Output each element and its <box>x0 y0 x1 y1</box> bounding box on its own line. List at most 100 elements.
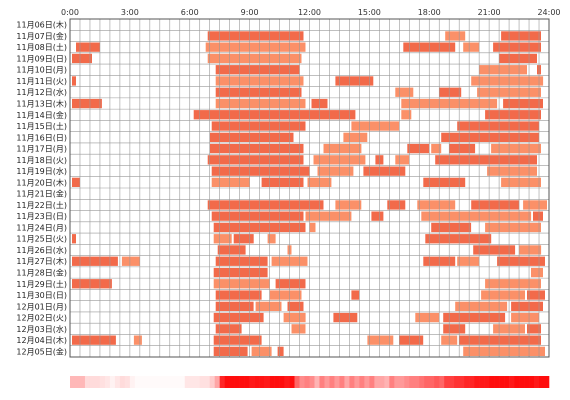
activity-bar <box>491 143 541 154</box>
activity-bar <box>343 132 368 142</box>
activity-bar <box>493 42 541 52</box>
row-label: 11月11日(火) <box>16 77 67 86</box>
density-cell <box>254 376 260 388</box>
activity-bar <box>479 65 527 75</box>
x-tick-label: 3:00 <box>121 8 139 17</box>
density-cell <box>259 376 265 388</box>
activity-bar <box>72 53 92 64</box>
chart-grid <box>69 18 550 358</box>
x-tick-label: 24:00 <box>537 8 560 17</box>
density-cell <box>294 376 300 388</box>
x-tick-label: 15:00 <box>358 8 381 17</box>
activity-bar <box>283 312 306 323</box>
activity-bar <box>215 256 268 266</box>
density-cell <box>354 376 360 388</box>
activity-bar <box>445 31 466 41</box>
activity-bar <box>309 222 316 233</box>
activity-bar <box>213 346 248 356</box>
density-cell <box>489 376 495 388</box>
activity-bar <box>213 267 268 278</box>
density-cell <box>394 376 400 388</box>
activity-bar <box>485 279 541 289</box>
activity-bar <box>209 132 294 142</box>
density-cell <box>314 376 320 388</box>
density-cell <box>364 376 370 388</box>
activity-bar <box>291 324 306 334</box>
density-cell <box>414 376 420 388</box>
density-cell <box>174 376 181 388</box>
activity-bar <box>251 346 272 356</box>
density-cell <box>289 376 295 388</box>
density-cell <box>279 376 285 388</box>
activity-bar <box>351 290 360 300</box>
density-cell <box>114 376 121 388</box>
density-cell <box>244 376 250 388</box>
density-cell <box>159 376 166 388</box>
row-label: 11月09日(日) <box>16 54 67 63</box>
density-cell <box>474 376 480 388</box>
activity-bar <box>207 200 324 210</box>
density-cell <box>469 376 475 388</box>
density-cell <box>89 376 96 388</box>
activity-bar <box>481 290 525 300</box>
activity-bar <box>72 335 116 345</box>
density-cell <box>444 376 450 388</box>
density-cell <box>104 376 111 388</box>
activity-bar <box>317 166 354 176</box>
activity-bar <box>511 301 543 311</box>
row-label: 12月05日(金) <box>16 346 67 356</box>
activity-bar <box>213 234 232 244</box>
activity-bar <box>387 200 406 210</box>
density-cell <box>154 376 161 388</box>
activity-bar <box>423 177 466 187</box>
density-cell <box>194 376 201 388</box>
row-label: 12月03日(水) <box>16 324 67 334</box>
activity-bar <box>533 211 543 221</box>
plot-border <box>69 18 550 358</box>
row-label: 11月27日(木) <box>16 256 67 266</box>
activity-bar <box>207 31 304 41</box>
row-label: 11月19日(水) <box>16 166 67 176</box>
density-cell <box>229 376 235 388</box>
density-cell <box>539 376 545 388</box>
row-label: 11月06日(木) <box>16 20 67 30</box>
density-cell <box>184 376 191 388</box>
activity-bar <box>72 256 118 266</box>
density-cell <box>509 376 515 388</box>
activity-bar <box>367 335 394 345</box>
density-cell <box>274 376 280 388</box>
activity-bar <box>471 76 544 86</box>
density-cell <box>179 376 186 388</box>
density-cell <box>544 376 550 388</box>
activity-bar <box>213 279 270 289</box>
activity-bar <box>335 200 362 210</box>
density-cell <box>339 376 345 388</box>
density-cell <box>449 376 455 388</box>
activity-bar <box>255 301 282 311</box>
density-cell <box>404 376 410 388</box>
density-cell <box>304 376 310 388</box>
activity-bar <box>425 234 492 244</box>
activity-bar <box>459 335 541 345</box>
density-cell <box>424 376 430 388</box>
row-label: 11月08日(土) <box>16 42 67 52</box>
activity-bar <box>215 98 306 109</box>
activity-bar <box>261 177 304 187</box>
x-tick-label: 18:00 <box>418 8 441 17</box>
density-cell <box>504 376 510 388</box>
activity-bar <box>371 211 384 221</box>
density-cell <box>519 376 525 388</box>
density-cell <box>199 376 206 388</box>
row-labels: 11月06日(木)11月07日(金)11月08日(土) 11月09日(日) 11月1… <box>16 20 67 357</box>
activity-bar <box>213 312 264 323</box>
activity-bar <box>501 177 541 187</box>
activity-bar <box>269 290 302 300</box>
row-label: 11月24日(月) <box>16 223 67 232</box>
density-cell <box>224 376 230 388</box>
activity-bar <box>499 53 537 64</box>
activity-bar <box>395 155 410 165</box>
density-cell <box>484 376 490 388</box>
density-cell <box>214 376 220 388</box>
density-cell <box>79 376 86 388</box>
